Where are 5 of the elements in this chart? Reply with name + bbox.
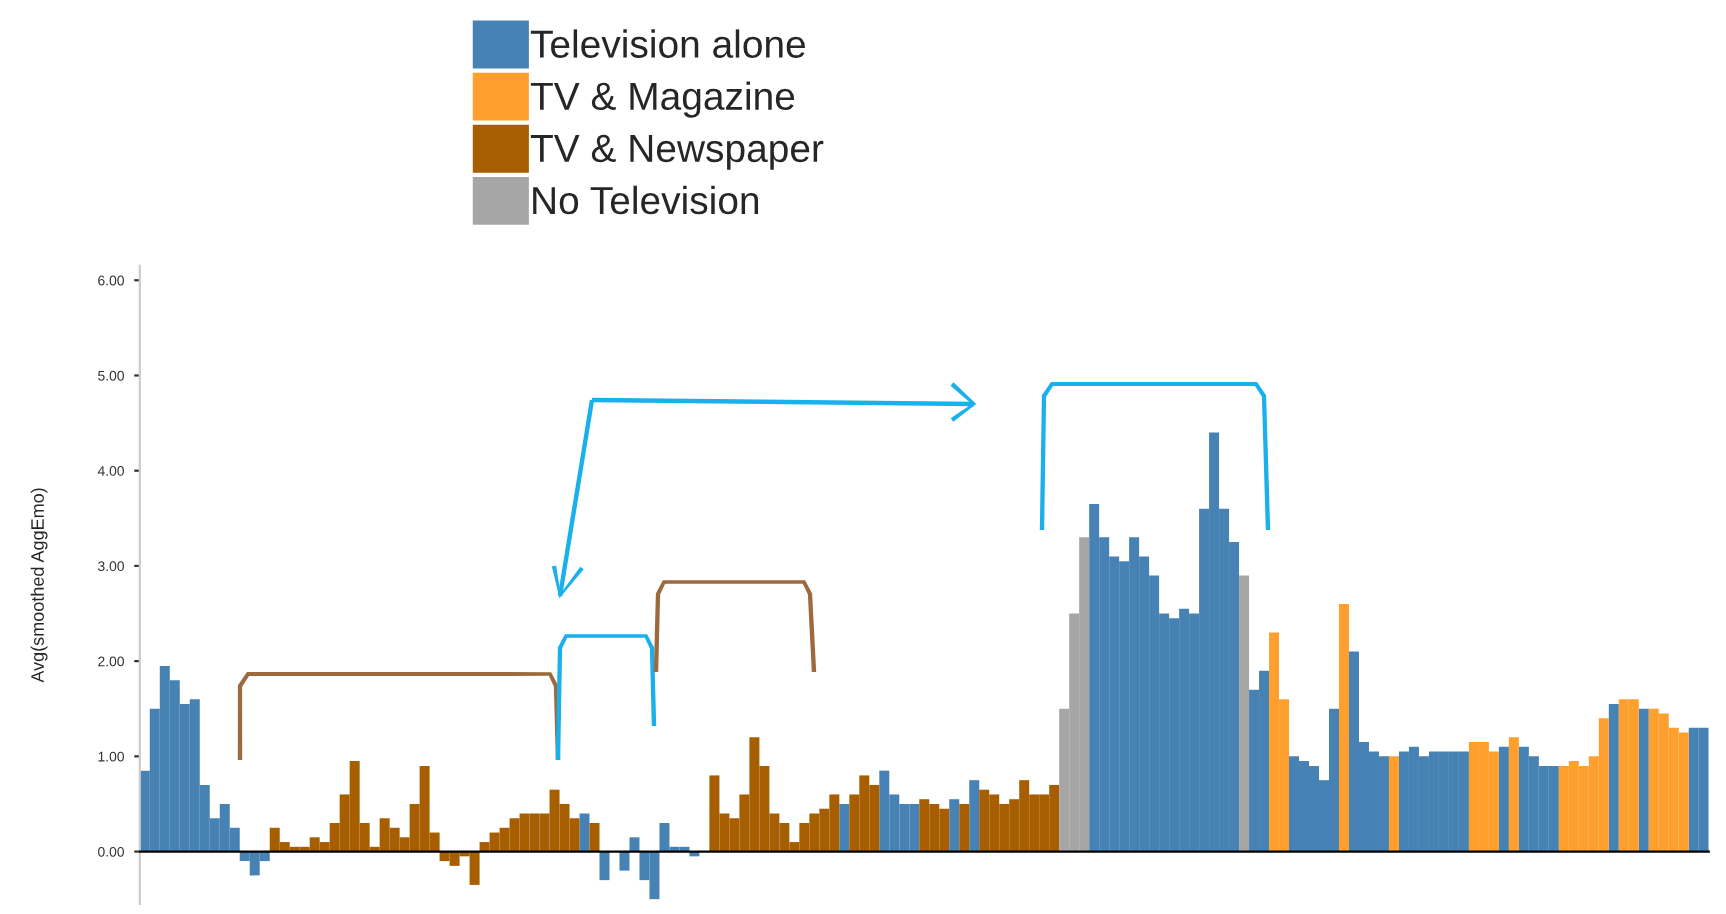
legend-label: TV & Magazine [530,81,795,118]
legend-label: No Television [533,185,759,215]
y-axis-title: Avg(smoothed AggEmo) [30,488,48,683]
legend-label: TV & Newspaper [530,134,824,170]
legend-label: Television alone [530,29,805,58]
